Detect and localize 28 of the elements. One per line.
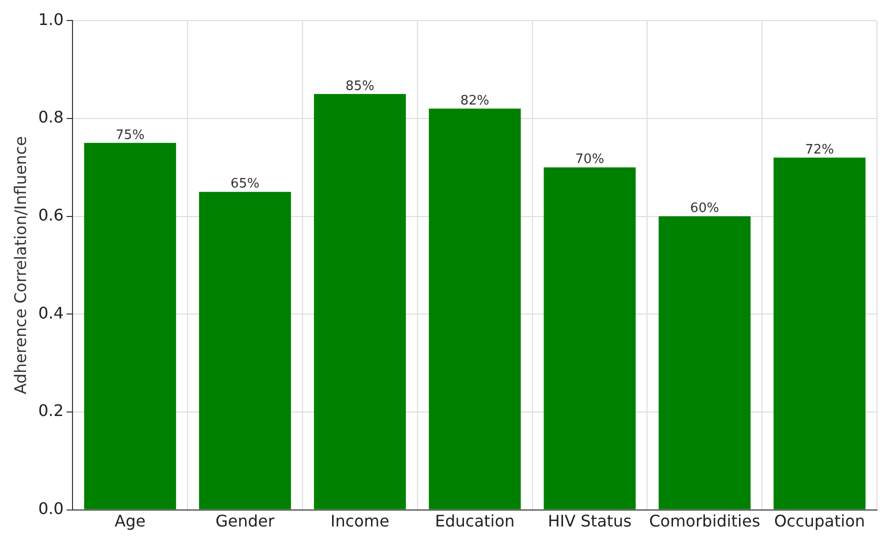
x-tick-label: Age <box>114 512 146 531</box>
x-tick-label: Gender <box>216 512 275 531</box>
data-label: 60% <box>690 201 720 216</box>
bar <box>774 158 866 510</box>
x-tick-label: Income <box>330 512 390 531</box>
y-tick-label: 0.4 <box>38 303 64 322</box>
y-tick-label: 0.2 <box>38 401 64 420</box>
x-tick-label: Comorbidities <box>649 512 760 531</box>
data-label: 85% <box>345 78 374 94</box>
data-label: 75% <box>116 128 145 143</box>
y-tick-label: 0.0 <box>38 498 64 518</box>
bar <box>544 167 636 510</box>
data-label: 82% <box>460 94 490 109</box>
y-tick-label: 0.8 <box>38 108 64 127</box>
bar <box>314 94 406 510</box>
bar <box>84 142 176 510</box>
x-tick-label: HIV Status <box>548 512 632 531</box>
y-tick-label: 0.6 <box>38 205 64 224</box>
data-label: 72% <box>805 142 834 158</box>
y-axis-title: Adherence Correlation/Influence <box>10 136 30 394</box>
data-label: 70% <box>575 152 604 168</box>
x-tick-label: Education <box>434 512 515 531</box>
bar <box>428 108 521 510</box>
bar <box>658 216 751 510</box>
data-label: 65% <box>230 176 260 192</box>
x-tick-label: Occupation <box>774 512 866 531</box>
bar <box>199 192 291 510</box>
y-tick-label: 1.0 <box>38 10 64 29</box>
